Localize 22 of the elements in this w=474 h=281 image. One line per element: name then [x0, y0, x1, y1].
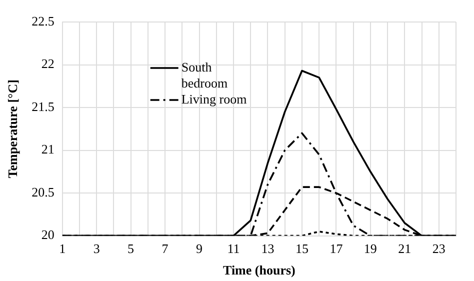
- x-axis-title: Time (hours): [222, 262, 296, 278]
- legend-label: South bedroom: [181, 59, 228, 90]
- y-axis-title: Temperature [°C]: [5, 80, 20, 178]
- x-tick-label: 21: [398, 241, 412, 256]
- x-tick-label: 7: [162, 241, 169, 256]
- x-tick-label: 1: [59, 241, 66, 256]
- y-tick-label: 21: [41, 142, 54, 157]
- y-tick-label: 20: [41, 227, 54, 242]
- y-tick-label: 22: [41, 56, 54, 72]
- legend-label: Living room: [181, 91, 247, 106]
- y-tick-label: 21.5: [32, 98, 54, 114]
- x-tick-label: 19: [364, 241, 377, 256]
- x-tick-label: 3: [93, 241, 100, 256]
- x-tick-label: 5: [128, 241, 134, 256]
- x-tick-label: 15: [295, 241, 308, 256]
- x-tick-label: 11: [227, 241, 240, 256]
- x-tick-label: 23: [432, 241, 446, 256]
- x-tick-label: 13: [261, 241, 274, 256]
- x-tick-label: 9: [196, 241, 203, 256]
- y-tick-label: 20.5: [32, 184, 54, 200]
- x-tick-label: 17: [330, 241, 344, 256]
- y-tick-label: 22.5: [32, 13, 54, 28]
